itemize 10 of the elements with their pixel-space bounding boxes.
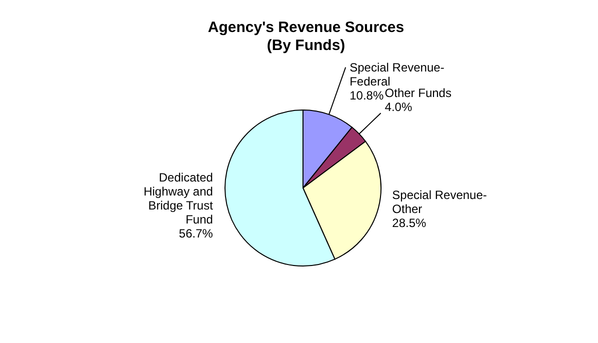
data-label: 4.0% — [384, 100, 412, 114]
data-label: 56.7% — [178, 226, 214, 240]
data-label: 10.8% — [350, 88, 384, 102]
slice-label: Special Revenue-Federal — [350, 60, 444, 88]
slice-label: Dedicated Highway and Bridge Trust Fund — [144, 170, 214, 226]
slice-label: Other Funds — [384, 86, 452, 100]
chart-title: Agency's Revenue Sources — [208, 19, 404, 36]
data-label: 28.5% — [392, 216, 427, 230]
slice-label: Special Revenue-Other — [392, 188, 487, 216]
chart-subtitle: (By Funds) — [266, 37, 346, 54]
